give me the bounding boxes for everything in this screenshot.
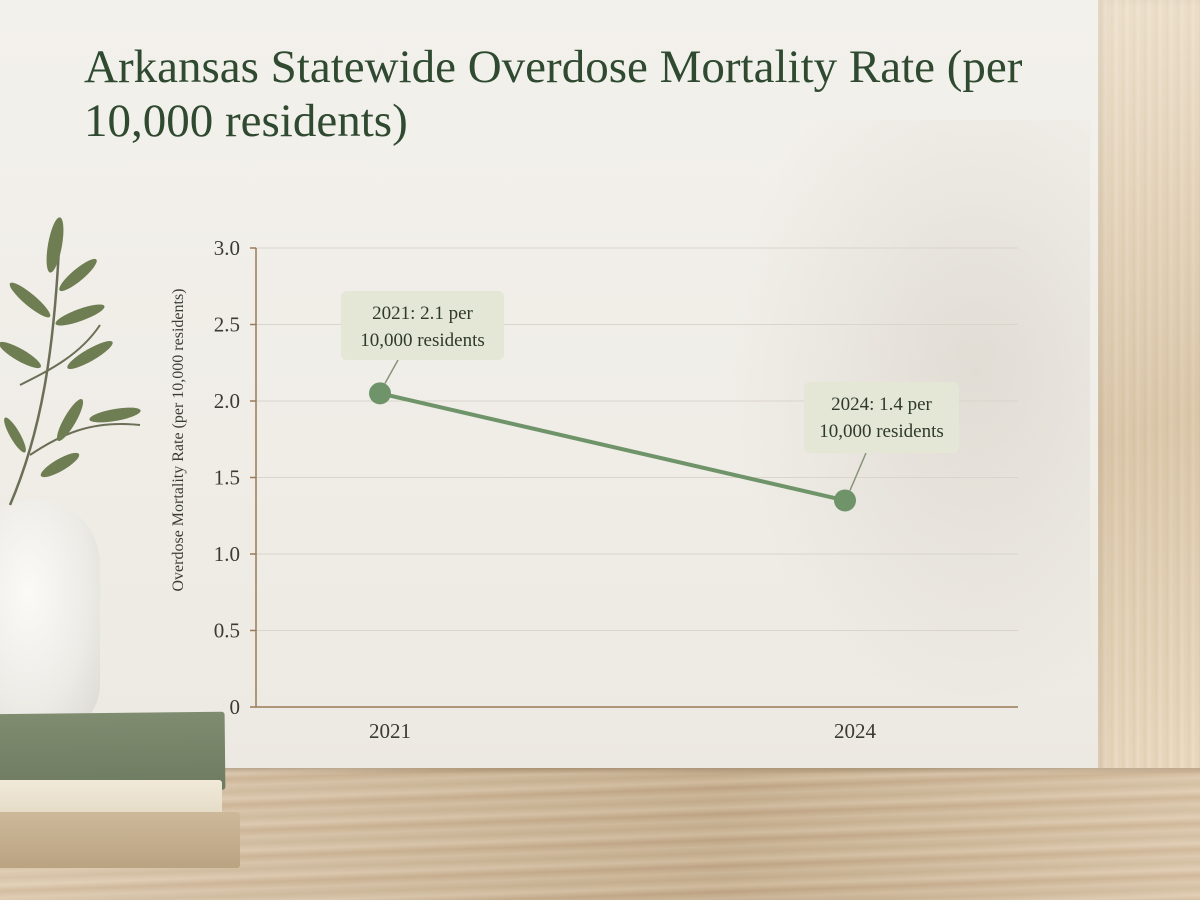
y-tick-labels: 0 0.5 1.0 1.5 2.0 2.5 3.0 [214, 236, 240, 719]
series-line [379, 391, 846, 503]
callout-line-2: 10,000 residents [360, 330, 485, 351]
olive-branch-icon [0, 217, 141, 506]
callout-line-1: 2021: 2.1 per [372, 303, 473, 324]
y-tick-label: 2.5 [214, 313, 240, 337]
callout-leader [384, 359, 399, 384]
x-tick-label: 2021 [369, 719, 411, 743]
callout-box [804, 382, 959, 453]
y-tick-label: 1.0 [214, 542, 240, 566]
callout-line-1: 2024: 1.4 per [831, 394, 932, 415]
chart-title: Arkansas Statewide Overdose Mortality Ra… [84, 41, 1023, 147]
callouts: 2021: 2.1 per 10,000 residents 2024: 1.4 p… [341, 291, 959, 491]
y-tick-label: 3.0 [214, 236, 240, 260]
callout-line-2: 10,000 residents [819, 421, 944, 442]
y-axis-label: Overdose Mortality Rate (per 10,000 resi… [170, 288, 187, 591]
data-point [369, 382, 391, 405]
wood-panel [1098, 0, 1200, 775]
data-point [834, 489, 856, 512]
x-tick-labels: 2021 2024 [369, 719, 877, 743]
x-tick-label: 2024 [834, 719, 877, 743]
series-layer [369, 382, 856, 512]
axes [250, 247, 1018, 708]
tan-book [0, 812, 240, 868]
vase [0, 500, 100, 730]
y-tick-label: 2.0 [214, 389, 240, 413]
y-tick-label: 0.5 [214, 619, 240, 643]
callout-leader [849, 452, 867, 491]
callout-box [341, 291, 504, 360]
y-tick-label: 0 [230, 695, 241, 719]
y-tick-label: 1.5 [214, 466, 240, 490]
